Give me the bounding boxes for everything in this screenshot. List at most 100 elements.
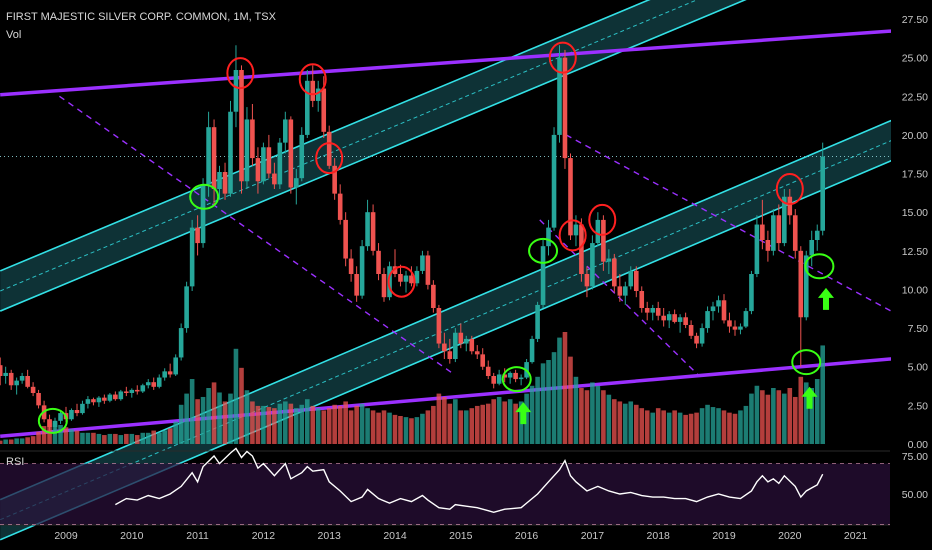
green-circle-marker [37, 407, 68, 434]
candle-body [156, 377, 162, 387]
volume-bar [58, 424, 63, 444]
volume-bar [113, 433, 118, 444]
candle-body [124, 391, 129, 393]
candle-body [69, 410, 74, 420]
volume-bar [348, 410, 354, 444]
volume-bar [633, 404, 639, 444]
candle-body [562, 57, 568, 159]
volume-bar [30, 436, 36, 444]
candle-body [113, 394, 118, 400]
volume-bar [814, 379, 820, 444]
volume-bar [321, 410, 327, 444]
candle-body [36, 393, 41, 406]
volume-bar [601, 390, 606, 444]
rsi-band-fill [0, 463, 890, 525]
candle-body [228, 111, 233, 194]
candle-body [727, 320, 732, 327]
volume-bar [677, 412, 683, 444]
volume-bar [431, 405, 436, 444]
volume-bar [14, 438, 19, 444]
candle-body [507, 372, 513, 378]
candle-body [414, 270, 420, 284]
volume-bar [102, 435, 107, 444]
volume-bar [310, 405, 316, 444]
candle-body [310, 80, 316, 101]
candle-body [200, 184, 206, 244]
candle-body [546, 227, 551, 247]
candle-body [677, 317, 683, 322]
volume-bar [337, 405, 343, 444]
time-tick-label: 2009 [54, 530, 78, 542]
volume-bar [666, 412, 672, 444]
volume-bar [3, 439, 8, 444]
volume-bar [496, 396, 502, 444]
volume-bar [239, 367, 244, 444]
green-circle-marker [804, 253, 835, 280]
candle-body [107, 394, 113, 401]
candle-body [699, 328, 705, 344]
red-circle-marker [558, 219, 587, 252]
volume-bar [387, 412, 392, 444]
support-trendline [0, 355, 909, 439]
rsi-label: RSI [6, 456, 25, 468]
volume-bar [376, 412, 381, 444]
volume-bar [463, 410, 469, 444]
candle-body [118, 391, 124, 400]
candle-body [595, 219, 601, 244]
volume-bar [771, 388, 776, 444]
candle-body [738, 326, 743, 330]
volume-bar [403, 417, 409, 444]
candle-body [14, 380, 19, 386]
candle-body [557, 57, 562, 135]
candle-body [721, 300, 727, 321]
time-tick-label: 2011 [186, 530, 209, 542]
candle-body [359, 246, 365, 296]
volume-bar [304, 399, 310, 444]
volume-bar [74, 430, 80, 444]
candle-body [189, 227, 195, 287]
candle-body [294, 178, 299, 188]
volume-bar [617, 401, 623, 444]
volume-bar [798, 376, 804, 444]
candle-body [403, 275, 409, 282]
volume-bar [551, 352, 557, 444]
candle-body [568, 158, 573, 236]
time-tick-label: 2015 [449, 530, 473, 542]
candle-body [91, 399, 96, 403]
candle-body [590, 243, 595, 287]
volume-bar [85, 432, 91, 444]
candle-body [814, 230, 820, 240]
volume-bar [584, 390, 590, 444]
time-tick-label: 2016 [515, 530, 539, 542]
volume-bar [365, 408, 370, 444]
candle-body [798, 250, 804, 318]
candle-body [639, 291, 645, 308]
trend-channels [0, 0, 909, 541]
volume-bar [546, 360, 551, 444]
time-tick-label: 2013 [318, 530, 342, 542]
volume-bar [266, 407, 272, 444]
candle-body [760, 224, 765, 240]
volume-bar [776, 390, 782, 444]
time-tick-label: 2021 [844, 530, 868, 542]
volume-bar [573, 376, 579, 444]
candle-body [206, 127, 211, 185]
candle-body [606, 258, 612, 262]
candle-body [233, 70, 239, 112]
candle-body [239, 70, 244, 182]
candle-body [178, 328, 184, 358]
candle-body [743, 311, 749, 327]
volume-bar [189, 379, 195, 444]
candle-body [8, 372, 14, 386]
candle-body [145, 382, 151, 386]
volume-bar [809, 388, 815, 444]
candle-body [436, 308, 442, 344]
volume-bar [721, 410, 727, 444]
volume-bar [184, 393, 189, 444]
volume-bar [710, 407, 716, 444]
volume-bar [370, 410, 376, 444]
candle-body [250, 119, 255, 159]
candle-body [513, 372, 518, 380]
candle-body [25, 376, 30, 387]
